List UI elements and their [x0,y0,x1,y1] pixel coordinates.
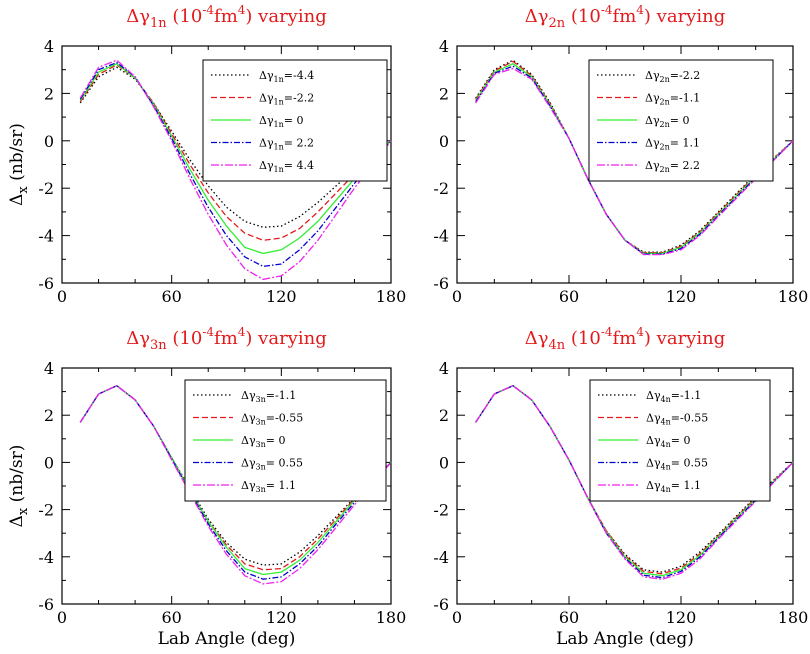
y-tick-label: 2 [44,84,54,103]
y-tick-label: 2 [44,406,54,425]
chart-title: Δγ1n (10-4fm4) varying [126,3,326,31]
legend-entry: Δγ4n= 1.1 [646,479,701,494]
legend-entry: Δγ4n= 0 [646,434,691,449]
chart-panel-4: Δγ4n (10-4fm4) varying 0 60 120 180 -6 -4 -2 0 2 4… [433,325,808,649]
legend-entry: Δγ3n=-1.1 [241,389,296,404]
x-tick-label: 0 [57,608,67,627]
legend-entry: Δγ2n=-1.1 [645,92,700,107]
y-tick-label: -4 [38,227,54,246]
x-tick-label: 120 [266,287,297,306]
series-line-5 [79,384,392,585]
y-tick-label: -4 [433,548,449,567]
y-tick-label: -2 [38,179,54,198]
legend-entry: Δγ3n= 0 [241,434,286,449]
chart-panel-2: Δγ2n (10-4fm4) varying 0 60 120 180 -6 -4 -2 0 2 4… [433,3,808,306]
series-line-3 [79,63,392,255]
legend: Δγ2n=-2.2 Δγ2n=-1.1 Δγ2n= 0 Δγ2n= 1.1 Δγ2n= … [588,59,774,182]
x-tick-label: 60 [559,287,579,306]
y-tick-label: -2 [433,501,449,520]
x-tick-label: 180 [376,608,407,627]
chart-title: Δγ3n (10-4fm4) varying [126,325,326,353]
y-tick-label: 4 [439,359,449,378]
legend-entry: Δγ2n=-2.2 [645,69,700,84]
chart-panel-3: Δγ3n (10-4fm4) varying 0 60 120 180 -6 -4 -2 0 2 4… [7,325,406,649]
legend-entry: Δγ4n=-1.1 [646,389,701,404]
x-axis-label: Lab Angle (deg) [556,629,694,649]
y-tick-label: 0 [439,453,449,472]
series-line-5 [475,67,794,256]
y-tick-label: -2 [433,179,449,198]
y-tick-label: -2 [38,501,54,520]
y-tick-label: 2 [439,406,449,425]
series-line-5 [79,59,392,281]
legend: Δγ1n=-4.4 Δγ1n=-2.2 Δγ1n= 0 Δγ1n= 2.2 Δγ1n= … [202,59,388,182]
legend-entry: Δγ3n=-0.55 [241,412,303,427]
x-tick-label: 60 [559,608,579,627]
y-tick-label: 4 [439,37,449,56]
series-line-5 [475,384,794,580]
x-tick-label: 180 [376,287,407,306]
x-tick-label: 0 [452,608,462,627]
y-tick-label: 0 [44,132,54,151]
x-tick-label: 120 [666,287,697,306]
legend-entry: Δγ2n= 2.2 [645,159,700,174]
legend: Δγ3n=-1.1 Δγ3n=-0.55 Δγ3n= 0 Δγ3n= 0.55 Δγ3n… [184,379,387,502]
x-tick-label: 120 [266,608,297,627]
y-tick-label: 2 [439,84,449,103]
series-line-1 [79,66,392,228]
legend-entry: Δγ1n= 4.4 [259,159,314,174]
chart-panel-1: Δγ1n (10-4fm4) varying 0 60 120 180 -6 -4 -2 0 2 4… [7,3,406,306]
x-tick-label: 180 [778,287,809,306]
legend-entry: Δγ4n= 0.55 [646,457,708,472]
series-line-1 [475,384,794,573]
legend-entry: Δγ1n=-2.2 [259,92,314,107]
legend-entry: Δγ2n= 1.1 [645,137,700,152]
x-tick-label: 180 [778,608,809,627]
x-axis-label: Lab Angle (deg) [158,629,296,649]
legend-entry: Δγ3n= 1.1 [241,479,296,494]
legend-entry: Δγ1n= 2.2 [259,137,314,152]
chart-title: Δγ2n (10-4fm4) varying [525,3,725,31]
legend-entry: Δγ3n= 0.55 [241,457,303,472]
y-tick-label: -6 [433,595,449,614]
legend-entry: Δγ2n= 0 [645,114,690,129]
y-tick-label: 4 [44,359,54,378]
y-axis-label: Δx (nb/sr) [7,123,31,206]
y-tick-label: 0 [439,132,449,151]
x-tick-label: 0 [452,287,462,306]
legend-entry: Δγ1n= 0 [259,114,304,129]
x-tick-label: 120 [666,608,697,627]
legend: Δγ4n=-1.1 Δγ4n=-0.55 Δγ4n= 0 Δγ4n= 0.55 Δγ4n… [589,379,771,502]
x-tick-label: 60 [161,287,181,306]
series-line-4 [475,65,794,255]
y-tick-label: -6 [433,274,449,293]
y-tick-label: -6 [38,595,54,614]
y-tick-label: -6 [38,274,54,293]
legend-entry: Δγ1n=-4.4 [259,69,314,84]
y-axis-label: Δx (nb/sr) [7,445,31,528]
y-tick-label: 0 [44,453,54,472]
legend-entry: Δγ4n=-0.55 [646,412,708,427]
chart-title: Δγ4n (10-4fm4) varying [525,325,725,353]
y-tick-label: -4 [433,227,449,246]
y-tick-label: -4 [38,548,54,567]
x-tick-label: 0 [57,287,67,306]
y-tick-label: 4 [44,37,54,56]
x-tick-label: 60 [161,608,181,627]
